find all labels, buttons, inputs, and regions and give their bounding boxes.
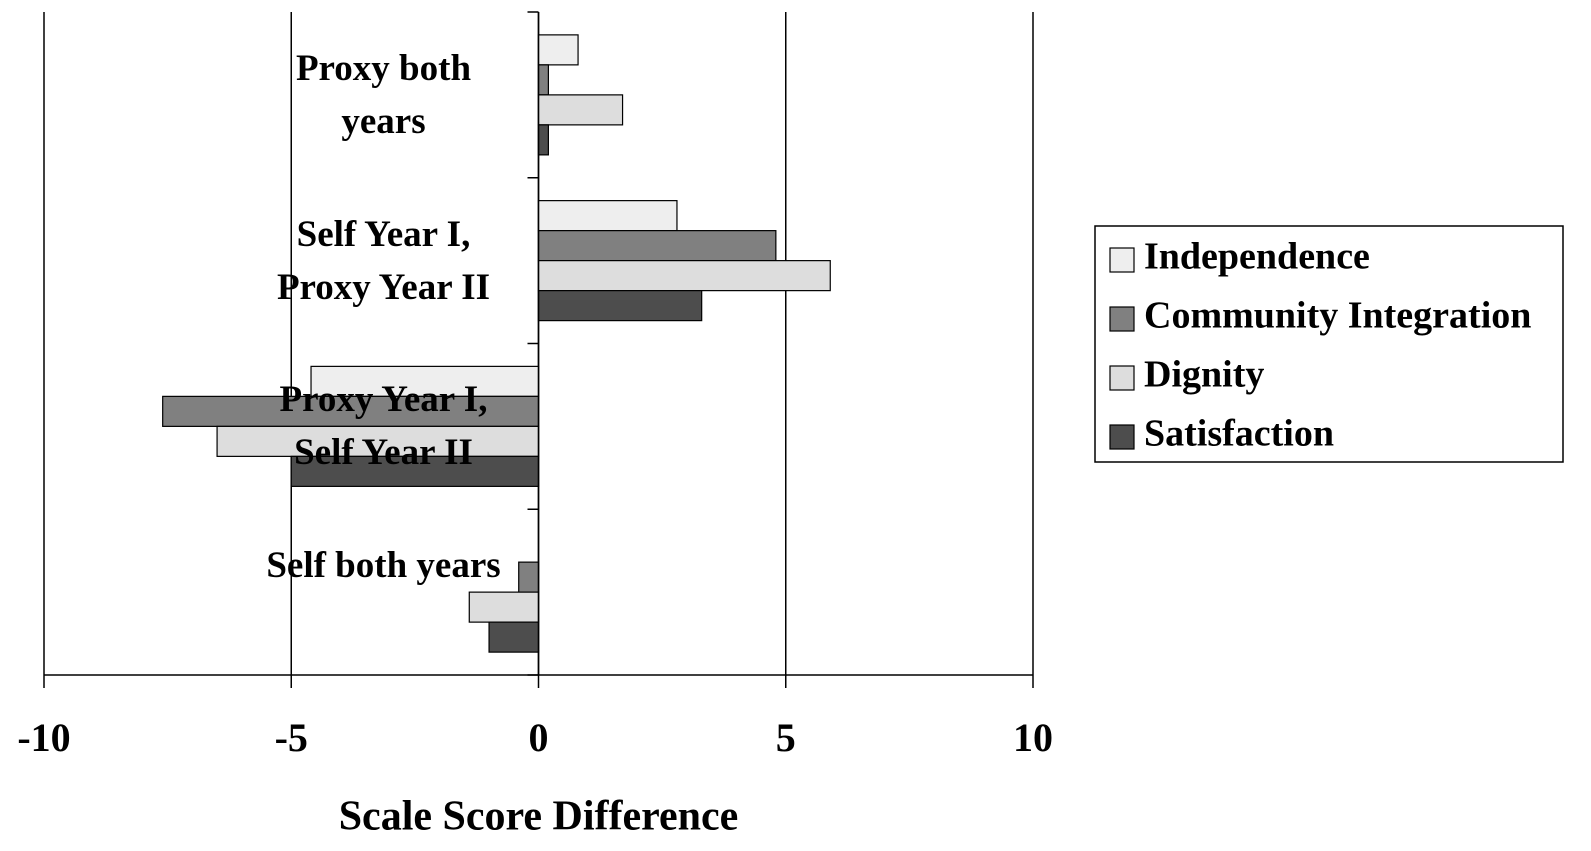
category-label: Proxy Year I, Self Year II (279, 379, 488, 474)
x-axis-title: Scale Score Difference (339, 794, 739, 840)
legend-label: Dignity (1144, 354, 1264, 396)
bar (488, 621, 540, 653)
legend-swatch (1109, 365, 1135, 391)
bar (537, 290, 703, 322)
bar (518, 561, 540, 593)
legend-swatch (1109, 247, 1135, 273)
legend-swatch (1109, 424, 1135, 450)
legend-label: Satisfaction (1144, 413, 1334, 455)
bar (537, 64, 549, 96)
bar (537, 200, 678, 232)
x-tick-label: 5 (776, 715, 796, 760)
legend-label: Community Integration (1144, 295, 1531, 337)
bar (537, 34, 579, 66)
bar (537, 260, 831, 292)
x-tick-label: -10 (17, 715, 70, 760)
x-tick-label: 0 (529, 715, 549, 760)
legend-box (1094, 225, 1564, 463)
category-label: Proxy both years (295, 47, 472, 142)
category-label: Self both years (266, 545, 501, 587)
bar (468, 591, 540, 623)
bar (162, 395, 540, 427)
legend-label: Independence (1144, 236, 1370, 278)
bar (537, 124, 549, 156)
bar (537, 94, 624, 126)
x-tick-label: -5 (275, 715, 308, 760)
bar (310, 365, 540, 397)
category-label: Self Year I, Proxy Year II (276, 213, 491, 308)
legend-swatch (1109, 306, 1135, 332)
bar (537, 230, 777, 262)
x-tick-label: 10 (1013, 715, 1053, 760)
bar (290, 455, 540, 487)
